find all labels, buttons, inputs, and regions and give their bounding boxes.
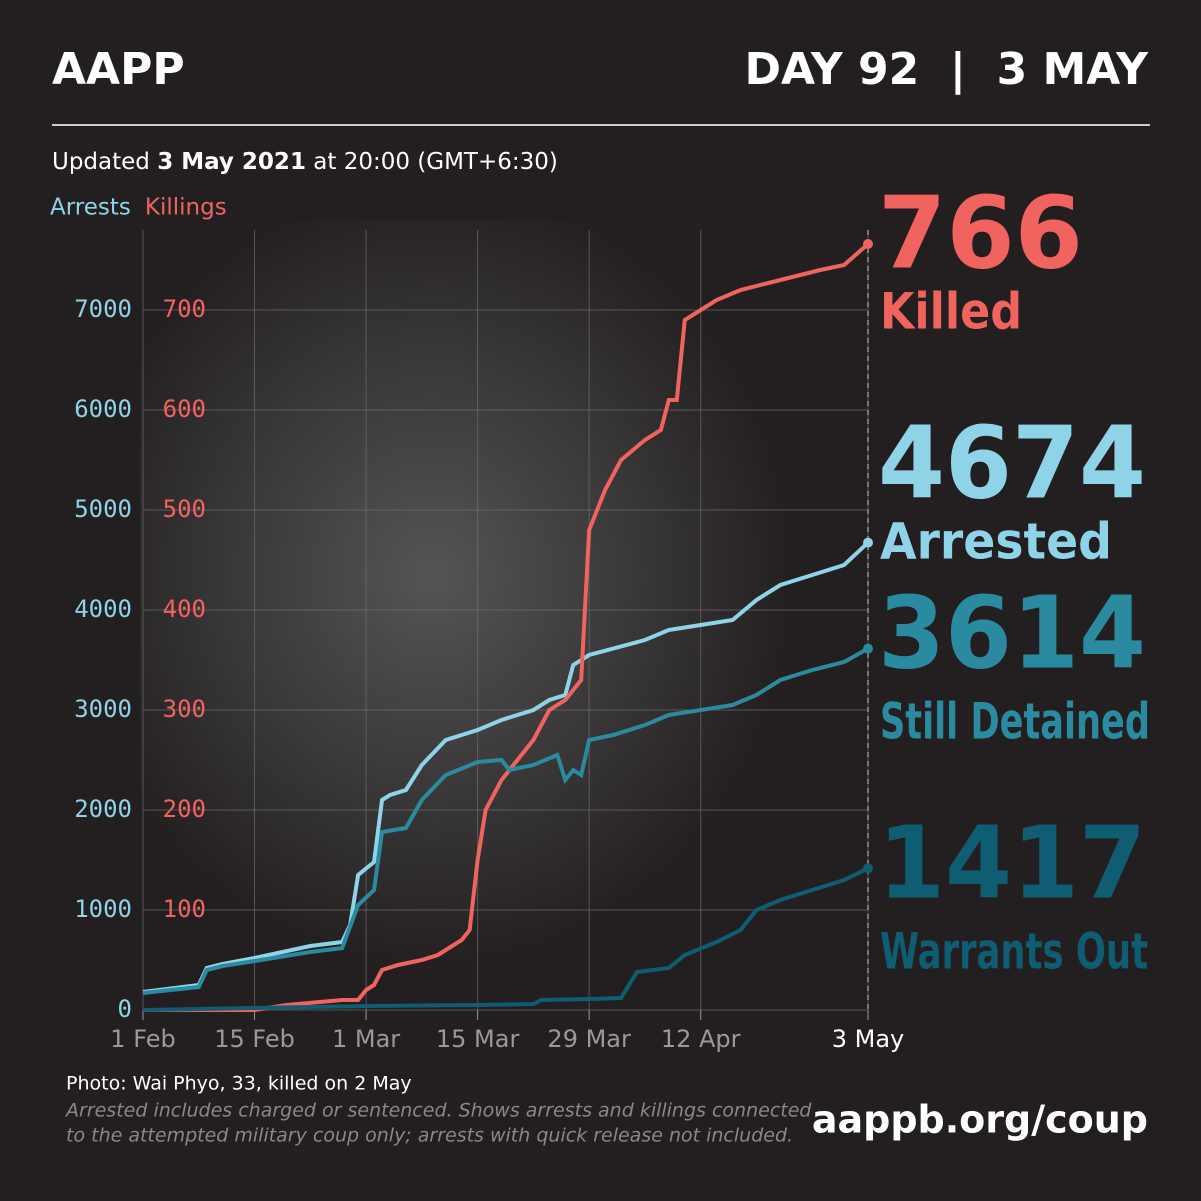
end-point — [863, 537, 873, 548]
photo-backdrop — [140, 220, 870, 1010]
x-tick-label: 1 Feb — [110, 1025, 175, 1053]
y-tick-label: 7000 — [74, 295, 132, 323]
y-tick-label: 4000 — [74, 595, 132, 623]
updated-prefix: Updated — [52, 149, 150, 175]
note: to the attempted military coup only; arr… — [66, 1125, 793, 1147]
series-line — [143, 242, 870, 1012]
updated: Updated 3 May 2021 at 20:00 (GMT+6:30) — [52, 149, 558, 175]
stat-value: 4674 — [878, 404, 1146, 521]
stat-label: Killed — [880, 283, 1022, 341]
stat-label: Still Detained — [880, 693, 1150, 751]
x-tick-label: 3 May — [832, 1025, 905, 1053]
y-tick-label: 0 — [118, 995, 132, 1023]
updated-suffix: at 20:00 (GMT+6:30) — [313, 149, 558, 175]
x-tick-label: 29 Mar — [547, 1025, 631, 1053]
series-line — [142, 646, 869, 995]
y-tick-label: 5000 — [74, 495, 132, 523]
y-tick-label: 3000 — [74, 695, 132, 723]
brand: AAPP — [52, 44, 185, 95]
x-tick-label: 15 Feb — [214, 1025, 295, 1053]
series-line — [142, 866, 869, 1012]
stat-value: 3614 — [878, 574, 1146, 691]
stat-value: 766 — [878, 174, 1083, 291]
end-point — [863, 239, 873, 249]
series-line — [142, 541, 870, 994]
url: aappb.org/coup — [812, 1098, 1148, 1142]
y2-tick-label: 600 — [163, 395, 206, 423]
y-tick-label: 2000 — [74, 795, 132, 823]
y2-tick-label: 500 — [163, 495, 206, 523]
stat-value: 1417 — [878, 804, 1146, 921]
end-point — [863, 643, 873, 654]
legend-label: Arrests — [50, 195, 131, 221]
legend-label: Killings — [145, 195, 227, 221]
y2-tick-label: 200 — [163, 795, 206, 823]
note: Arrested includes charged or sentenced. … — [64, 1100, 812, 1122]
legend: Arrests Killings — [50, 195, 227, 221]
end-point — [863, 863, 873, 874]
y2-tick-label: 700 — [163, 295, 206, 323]
y2-tick-label: 100 — [163, 895, 206, 923]
stat-label: Arrested — [880, 513, 1112, 571]
y2-tick-label: 400 — [163, 595, 206, 623]
y2-tick-label: 300 — [163, 695, 206, 723]
x-tick-label: 15 Mar — [436, 1025, 520, 1053]
day-label: DAY 92 | 3 MAY — [744, 44, 1149, 95]
updated-date: 3 May 2021 — [157, 149, 306, 175]
x-tick-label: 1 Mar — [332, 1025, 400, 1053]
y-tick-label: 1000 — [74, 895, 132, 923]
stat-label: Warrants Out — [880, 923, 1148, 981]
x-tick-label: 12 Apr — [661, 1025, 741, 1053]
photo-credit: Photo: Wai Phyo, 33, killed on 2 May — [66, 1073, 412, 1095]
y-tick-label: 6000 — [74, 395, 132, 423]
